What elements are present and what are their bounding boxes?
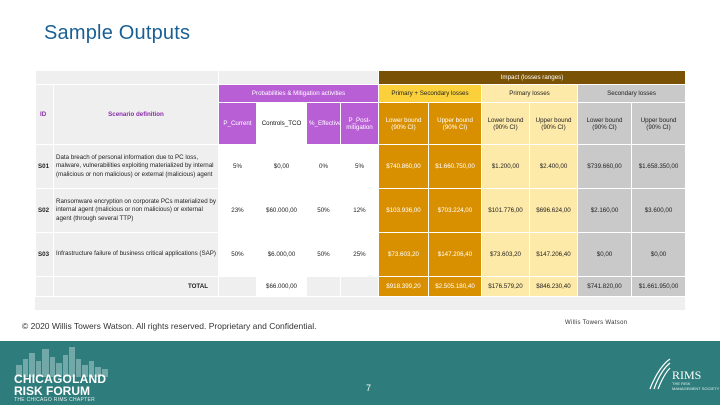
- row-s-lower: $2.160,00: [577, 188, 632, 233]
- header-s-upper: Upper bound (90% CI): [631, 102, 686, 145]
- header-ps-lower: Lower bound (90% CI): [378, 102, 429, 145]
- header-row-groups: ID Scenario definition Probabilities & M…: [35, 84, 686, 145]
- header-effectiveness: %_Effectiveness: [306, 102, 341, 145]
- row-controls: $60.000,00: [256, 188, 307, 233]
- row-effectiveness: 0%: [306, 144, 341, 189]
- header-p-lower: Lower bound (90% CI): [481, 102, 530, 145]
- row-p-post: 5%: [340, 144, 379, 189]
- row-ps-lower: $73.603,20: [378, 232, 429, 277]
- row-p-post: 12%: [340, 188, 379, 233]
- row-p-lower: $73.603,20: [481, 232, 530, 277]
- total-s-upper: $1.661.950,00: [631, 276, 686, 297]
- copyright-notice: © 2020 Willis Towers Watson. All rights …: [22, 321, 317, 331]
- row-ps-upper: $147.206,40: [428, 232, 482, 277]
- row-scenario: Infrastructure failure of business criti…: [53, 232, 219, 277]
- header-ps-upper: Upper bound (90% CI): [428, 102, 482, 145]
- row-s-upper: $0,00: [631, 232, 686, 277]
- row-s-upper: $3.600,00: [631, 188, 686, 233]
- row-scenario: Ransomware encryption on corporate PCs m…: [53, 188, 219, 233]
- header-blank: [35, 70, 219, 85]
- total-blank: [35, 276, 54, 297]
- row-p-lower: $101.776,00: [481, 188, 530, 233]
- table-row: S01 Data breach of personal information …: [35, 144, 686, 189]
- org-subtitle: THE CHICAGO RIMS CHAPTER: [14, 397, 96, 403]
- rims-logo: RIMS: [672, 368, 702, 382]
- row-s-lower: $739.660,00: [577, 144, 632, 189]
- org-name-line1: CHICAGOLAND: [14, 372, 107, 386]
- wtw-logo: Willis Towers Watson: [565, 320, 628, 326]
- header-p-upper: Upper bound (90% CI): [529, 102, 578, 145]
- row-id: S02: [35, 188, 54, 233]
- row-p-post: 25%: [340, 232, 379, 277]
- row-s-lower: $0,00: [577, 232, 632, 277]
- total-blank: [218, 276, 257, 297]
- total-row: TOTAL $66.000,00 $918.399,20 $2.505.180,…: [35, 276, 686, 297]
- scenario-outputs-table: Impact (losses ranges) ID Scenario defin…: [35, 70, 686, 297]
- row-p-upper: $2.400,00: [529, 144, 578, 189]
- total-ps-lower: $918.399,20: [378, 276, 429, 297]
- row-controls: $0,00: [256, 144, 307, 189]
- row-s-upper: $1.658.350,00: [631, 144, 686, 189]
- header-probabilities: Probabilities & Mitigation activities: [218, 84, 379, 103]
- header-secondary: Secondary losses: [577, 84, 686, 103]
- header-blank-prob: [218, 70, 379, 85]
- header-s-lower: Lower bound (90% CI): [577, 102, 632, 145]
- rims-emblem-icon: [649, 358, 671, 390]
- header-scenario: Scenario definition: [53, 84, 219, 145]
- header-primary-secondary: Primary + Secondary losses: [378, 84, 482, 103]
- header-impact: Impact (losses ranges): [378, 70, 686, 85]
- row-effectiveness: 50%: [306, 232, 341, 277]
- footer-band: [0, 341, 720, 405]
- row-p-current: 5%: [218, 144, 257, 189]
- total-controls: $66.000,00: [256, 276, 307, 297]
- total-blank: [306, 276, 341, 297]
- row-ps-upper: $703.224,00: [428, 188, 482, 233]
- skyline-icon: [16, 347, 108, 377]
- table-row: S02 Ransomware encryption on corporate P…: [35, 188, 686, 233]
- rims-subtitle: THE RISK MANAGEMENT SOCIETY: [672, 381, 720, 391]
- row-ps-lower: $103.936,00: [378, 188, 429, 233]
- total-p-upper: $846.230,40: [529, 276, 578, 297]
- header-p-post: P_Post-mitigation: [340, 102, 379, 145]
- page-number: 7: [366, 383, 372, 393]
- header-p-current: P_Current: [218, 102, 257, 145]
- total-blank: [340, 276, 379, 297]
- row-p-current: 50%: [218, 232, 257, 277]
- total-p-lower: $176.579,20: [481, 276, 530, 297]
- row-id: S03: [35, 232, 54, 277]
- row-ps-upper: $1.660.750,00: [428, 144, 482, 189]
- header-controls-tco: Controls_TCO: [256, 102, 307, 145]
- header-row-top: Impact (losses ranges): [35, 70, 686, 85]
- row-p-upper: $696.624,00: [529, 188, 578, 233]
- row-ps-lower: $740.860,00: [378, 144, 429, 189]
- total-ps-upper: $2.505.180,40: [428, 276, 482, 297]
- row-effectiveness: 50%: [306, 188, 341, 233]
- header-row-sub: P_Current Controls_TCO %_Effectiveness P…: [36, 102, 686, 145]
- row-id: S01: [35, 144, 54, 189]
- row-controls: $6.000,00: [256, 232, 307, 277]
- header-id: ID: [35, 84, 54, 145]
- total-label: TOTAL: [53, 276, 219, 297]
- row-scenario: Data breach of personal information due …: [53, 144, 219, 189]
- table-row: S03 Infrastructure failure of business c…: [35, 232, 686, 277]
- row-p-lower: $1.200,00: [481, 144, 530, 189]
- slide-title: Sample Outputs: [44, 22, 191, 44]
- row-p-upper: $147.206,40: [529, 232, 578, 277]
- total-s-lower: $741.820,00: [577, 276, 632, 297]
- row-p-current: 23%: [218, 188, 257, 233]
- org-name-line2: RISK FORUM: [14, 384, 90, 398]
- header-primary: Primary losses: [481, 84, 578, 103]
- sample-outputs-table-wrapper: Impact (losses ranges) ID Scenario defin…: [35, 70, 686, 310]
